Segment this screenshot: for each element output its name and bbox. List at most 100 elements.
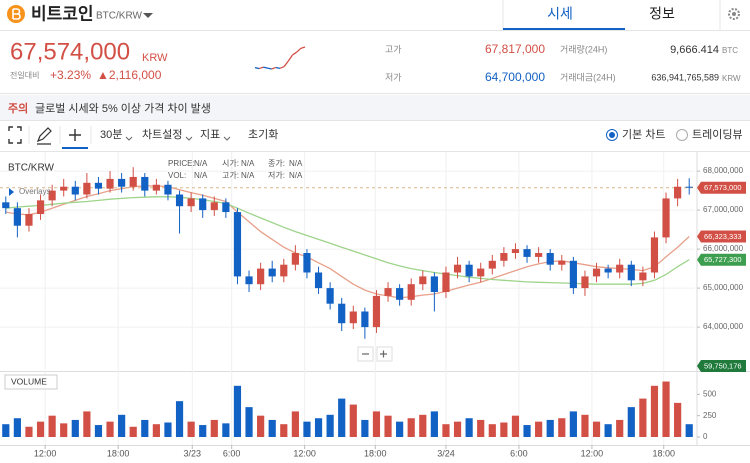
- candle-body: [453, 264, 462, 273]
- volume-bar: [453, 421, 462, 437]
- x-tick-label: 12:00: [293, 448, 316, 458]
- tab[interactable]: 정보: [649, 6, 675, 22]
- candle-body: [500, 253, 508, 261]
- overlays-arrow[interactable]: [9, 188, 14, 196]
- sparkline-segment: [263, 66, 268, 69]
- volume-bar: [546, 419, 554, 437]
- interval[interactable]: 30분: [100, 129, 122, 141]
- notice-text: 글로벌 시세와 5% 이상 가격 차이 발생: [35, 102, 211, 115]
- settings-icon[interactable]: [728, 8, 740, 20]
- volume-bar: [257, 415, 265, 437]
- volume-bar: [164, 422, 172, 437]
- candle-body: [627, 264, 635, 281]
- volume-bar: [48, 415, 56, 437]
- tab[interactable]: 시세: [547, 6, 573, 22]
- currency: KRW: [142, 52, 168, 64]
- price-tag-label: 65,727,300: [704, 255, 742, 264]
- volume-bar: [535, 421, 543, 437]
- x-tick-label: 6:00: [223, 448, 241, 458]
- draw-icon[interactable]: [36, 127, 52, 145]
- candle-body: [245, 276, 253, 285]
- volume-bar: [430, 411, 438, 437]
- volume-bar: [303, 421, 311, 437]
- volume-bar: [222, 423, 230, 437]
- volume-bar: [604, 424, 612, 437]
- overlays-label[interactable]: Overlays: [19, 187, 51, 196]
- volume-bar: [650, 385, 659, 437]
- candle-body: [685, 186, 693, 188]
- volume-bar: [639, 398, 647, 437]
- chart-mode[interactable]: 기본 차트: [622, 128, 666, 141]
- volume-bar: [25, 426, 33, 437]
- sparkline-segment: [254, 67, 260, 70]
- sparkline: [254, 46, 306, 70]
- toolbar-item[interactable]: 초기화: [248, 128, 278, 141]
- candle-body: [129, 176, 137, 187]
- volume-bar: [372, 411, 381, 437]
- x-tick-label: 12:00: [581, 448, 604, 458]
- legend-label: PRICE:: [168, 159, 195, 168]
- candle-body: [36, 200, 45, 215]
- candle-body: [13, 208, 21, 226]
- price-tag: [697, 253, 746, 266]
- volume-bar: [442, 424, 450, 437]
- y-tick-label: 67,000,000: [703, 205, 744, 214]
- price-tag: [697, 181, 746, 194]
- candle-body: [210, 202, 218, 211]
- candle-body: [361, 311, 369, 328]
- sparkline-segment: [271, 66, 277, 70]
- price-tag: [697, 360, 746, 372]
- dropdown-arrow[interactable]: [143, 13, 153, 18]
- volume-tick-label: 500: [703, 389, 717, 398]
- tool-underline: [62, 147, 88, 149]
- legend-value: N/A: [241, 171, 255, 180]
- volume-bar: [384, 415, 392, 437]
- stat-value: 636,941,765,589: [651, 72, 719, 82]
- coin-icon-glyph: [12, 8, 21, 20]
- volume-bar: [407, 418, 415, 437]
- crosshair-icon[interactable]: [69, 129, 81, 141]
- sparkline-segment: [267, 67, 272, 70]
- notice-tag: 주의: [8, 101, 28, 115]
- volume-bar: [662, 381, 670, 437]
- volume-bar: [488, 424, 496, 437]
- candle-body: [569, 260, 577, 289]
- coin-name: 비트코인: [31, 4, 94, 23]
- toolbar-item[interactable]: 지표: [200, 128, 220, 141]
- stat-value: 64,700,000: [485, 70, 545, 84]
- candle-body: [372, 295, 381, 328]
- chart: 68,000,000 67,000,000 66,000,000 65,000,000…: [0, 152, 750, 458]
- sparkline-segment: [283, 60, 289, 67]
- candle-body: [349, 311, 357, 324]
- chart-mode[interactable]: 트레이딩뷰: [692, 128, 743, 141]
- candle-body: [268, 268, 276, 277]
- volume-bar: [685, 424, 693, 437]
- price-tag: [697, 230, 746, 243]
- candle-body: [616, 264, 624, 273]
- toolbar: 30분 차트설정 지표 초기화 기본 차트 트레이딩뷰: [100, 128, 743, 141]
- volume-bar: [396, 421, 404, 437]
- volume-bar: [338, 398, 346, 437]
- volume-bar: [361, 419, 369, 437]
- volume-bar: [465, 418, 473, 437]
- volume-bar: [523, 425, 531, 437]
- volume-bar: [36, 421, 45, 437]
- volume-bar: [187, 421, 195, 437]
- radio[interactable]: [676, 129, 688, 141]
- x-tick-label: 12:00: [34, 448, 57, 458]
- stat-unit: BTC: [722, 46, 738, 55]
- zoom-icon: [380, 350, 387, 358]
- x-tick-label: 3/24: [437, 448, 455, 458]
- volume-tick-label: 250: [703, 411, 717, 420]
- price-tag-label: 59,750,176: [704, 361, 742, 370]
- volume-bar: [280, 424, 288, 437]
- volume-bar: [233, 385, 242, 437]
- candle-body: [558, 260, 566, 265]
- toolbar-item[interactable]: 차트설정: [142, 128, 182, 141]
- pair[interactable]: BTC/KRW: [96, 11, 142, 22]
- legend-value: N/A: [194, 159, 208, 168]
- fullscreen-icon[interactable]: [8, 126, 22, 144]
- candle-body: [25, 214, 33, 226]
- chevron: [125, 136, 133, 141]
- volume-tick-label: 0: [703, 432, 708, 441]
